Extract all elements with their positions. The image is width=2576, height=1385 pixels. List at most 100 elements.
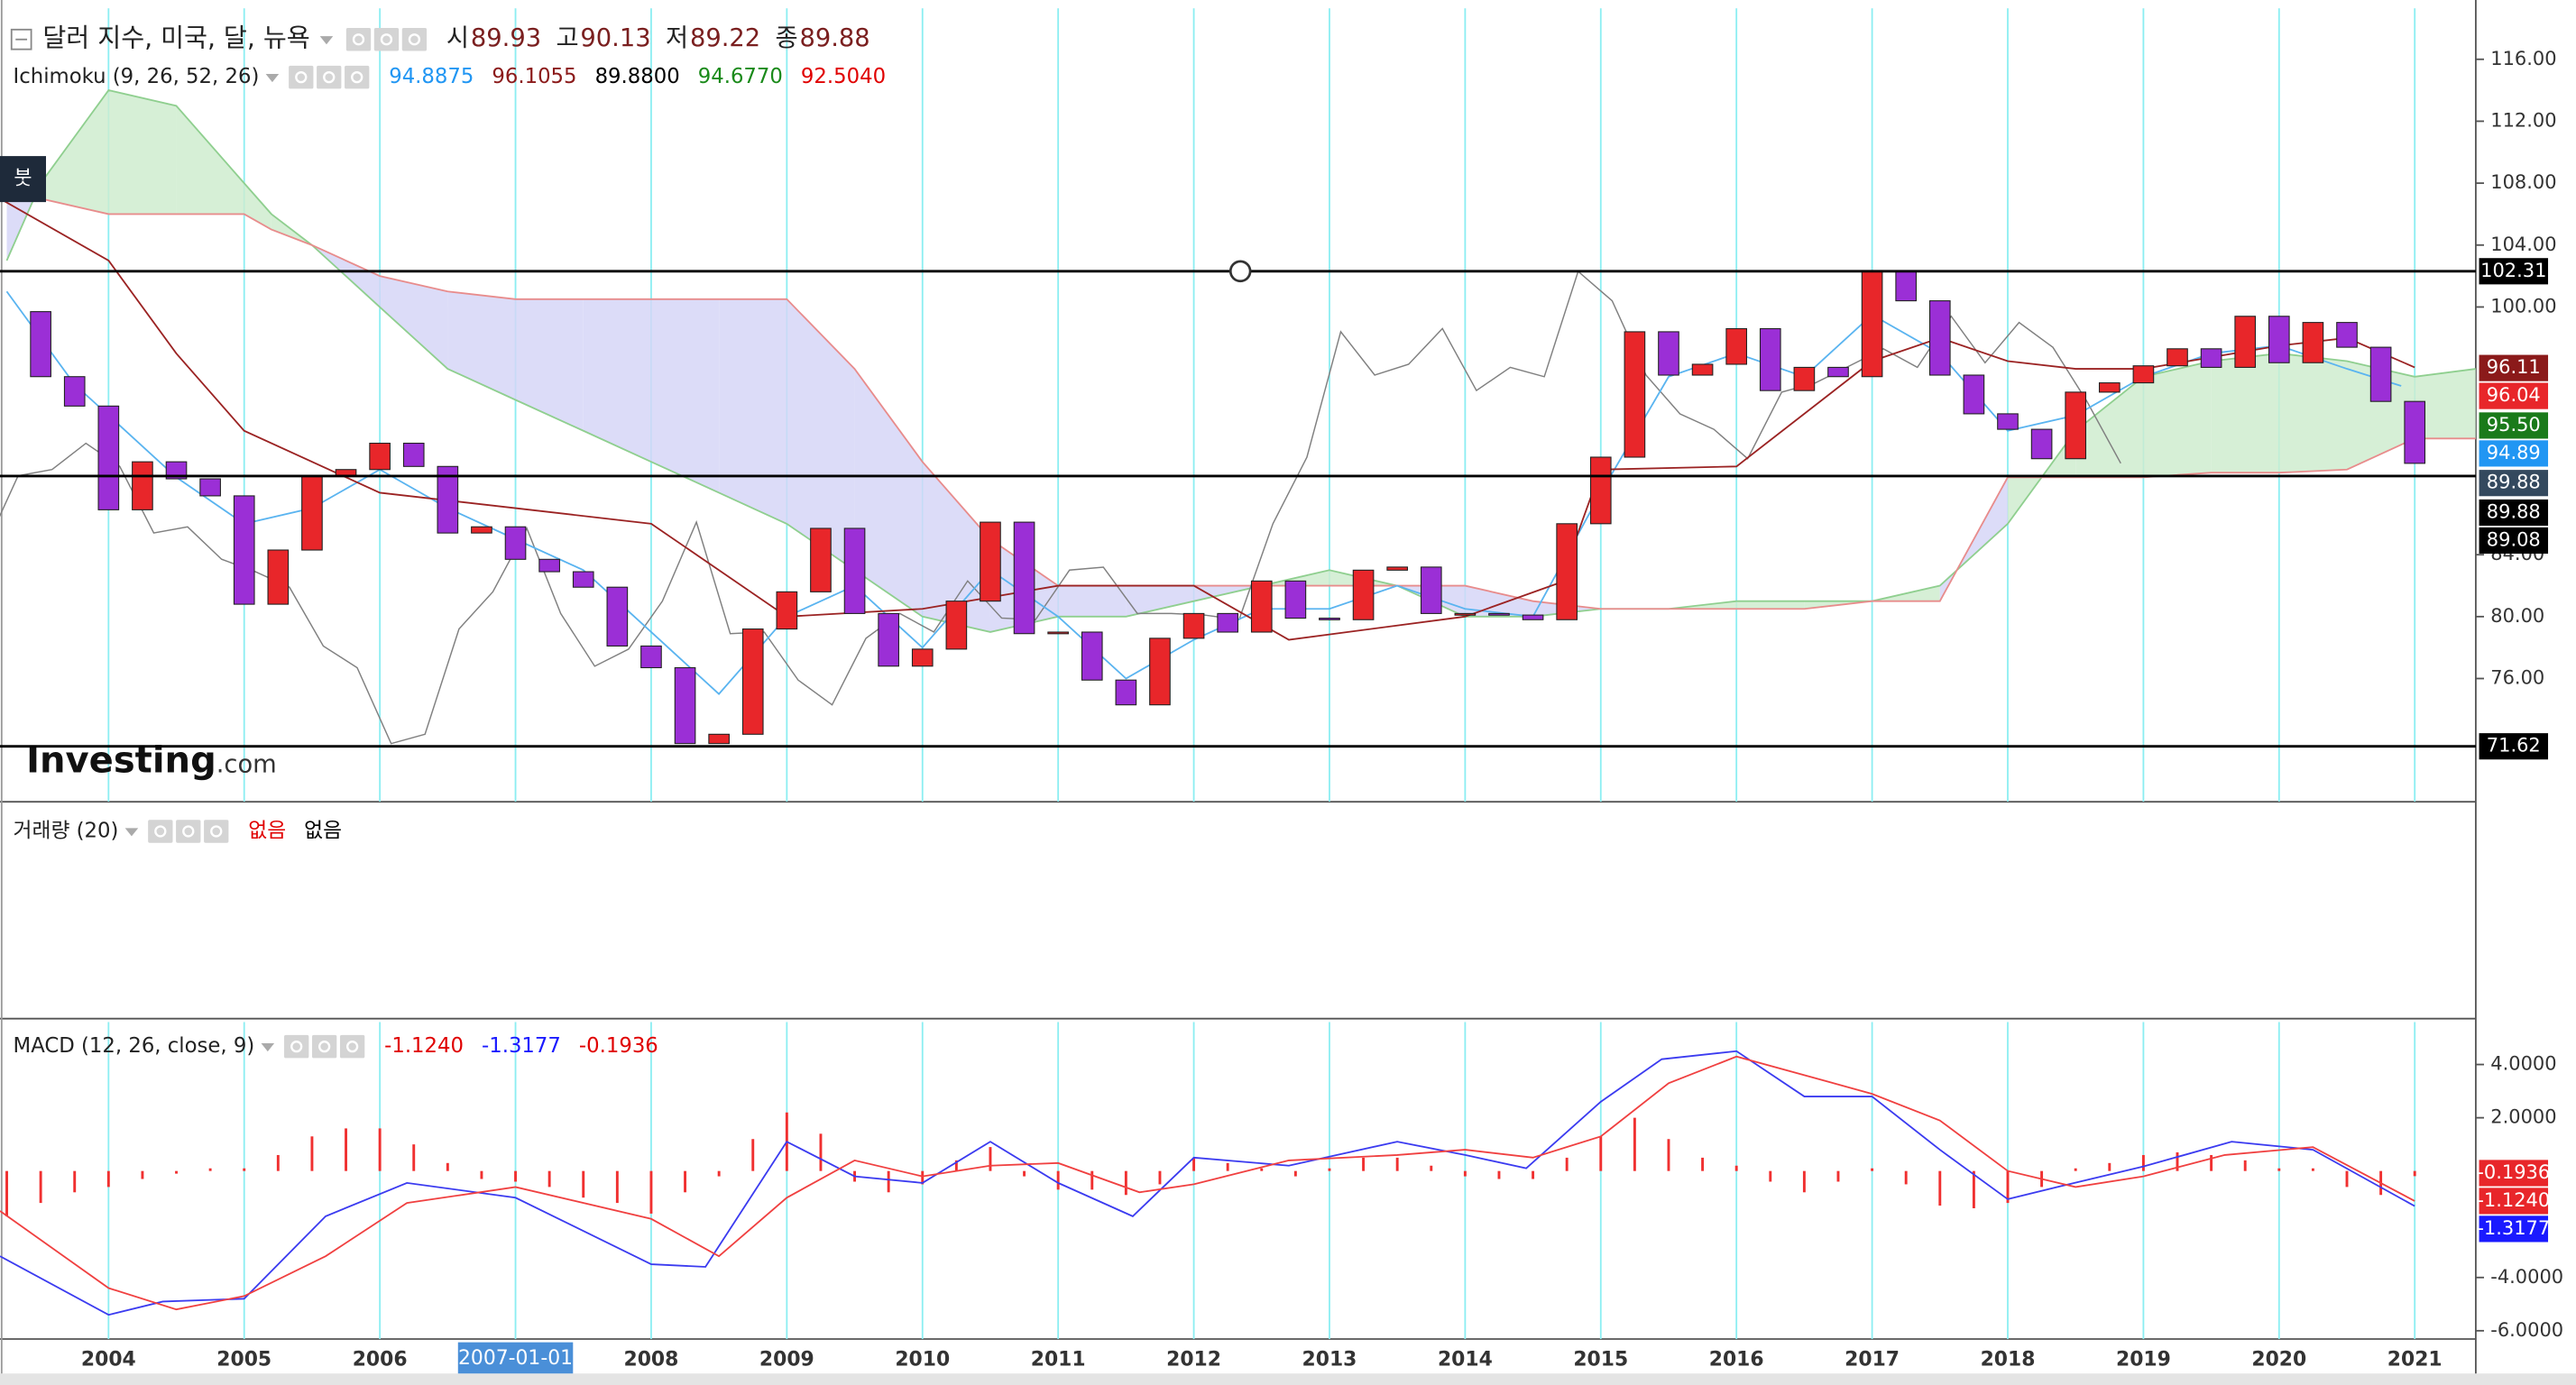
candle [2132, 365, 2155, 384]
ichimoku-line [0, 197, 2415, 641]
dropdown-caret[interactable] [261, 1043, 275, 1052]
legend-icon[interactable] [204, 820, 229, 843]
candle [2336, 322, 2358, 348]
dropdown-caret[interactable] [124, 828, 139, 837]
price-label: 96.11 [2487, 356, 2541, 378]
x-tick-label: 2014 [1438, 1349, 1493, 1371]
candle [776, 591, 798, 630]
candle [1556, 523, 1578, 620]
candle [1793, 366, 1816, 391]
legend-icon[interactable] [345, 27, 372, 51]
legend-icon[interactable] [148, 820, 173, 843]
price-label: 95.50 [2487, 414, 2541, 436]
indicator-name: Ichimoku (9, 26, 52, 26) [14, 65, 260, 88]
price-label: 94.89 [2487, 442, 2541, 463]
collapse-icon[interactable] [10, 28, 32, 50]
candle [437, 465, 459, 534]
legend-icon-mark [352, 33, 365, 46]
quote-label: 종 [776, 24, 798, 52]
tool-badge: 붓 [14, 168, 32, 190]
price-label-bg [2479, 733, 2549, 760]
x-tick-label: 2011 [1031, 1349, 1086, 1371]
cloud-segment [41, 90, 109, 215]
indicator-name: MACD (12, 26, close, 9) [14, 1034, 255, 1058]
candle [2268, 316, 2290, 363]
x-tick-label: 2004 [81, 1349, 136, 1371]
candle [1691, 363, 1714, 376]
legend-icon[interactable] [311, 1034, 337, 1059]
price-label-bg [2479, 258, 2549, 285]
quote-label: 시 [446, 24, 469, 52]
candle [267, 549, 290, 605]
candle [2098, 382, 2121, 393]
candle [1488, 612, 1510, 616]
indicator-value: 89.8800 [595, 65, 680, 88]
candle [1589, 456, 1612, 525]
legend-icon[interactable] [176, 820, 201, 843]
legend-icon[interactable] [339, 1034, 365, 1059]
legend-icon[interactable] [401, 27, 428, 51]
candle [2167, 348, 2188, 367]
cloud-segment [2347, 361, 2415, 470]
cloud-segment [515, 298, 584, 431]
quote-label: 고 [556, 24, 578, 52]
candle [640, 645, 662, 669]
quote-value: 90.13 [580, 24, 650, 52]
legend-icon-mark [210, 825, 223, 838]
legend-icon-mark [408, 33, 421, 46]
price-pane [0, 8, 2476, 803]
cloud-segment [719, 298, 787, 524]
candle [980, 521, 1001, 602]
candle [674, 666, 696, 745]
legend-icon[interactable] [373, 27, 400, 51]
legend-icon-mark [182, 825, 195, 838]
y2-tick-label: -6.0000 [2490, 1319, 2563, 1341]
candle [708, 733, 730, 745]
price-label: -0.1936 [2477, 1161, 2550, 1183]
cloud-segment [176, 105, 244, 215]
cloud-segment [1668, 601, 1737, 610]
dropdown-caret[interactable] [265, 73, 280, 83]
candle [165, 461, 188, 480]
legend-icon[interactable] [284, 1034, 309, 1059]
candle [30, 311, 51, 378]
level-handle[interactable] [1228, 260, 1252, 283]
candle [1352, 569, 1375, 620]
candle [1047, 631, 1069, 635]
legend-icon[interactable] [289, 65, 314, 89]
cloud-segment [583, 298, 651, 463]
macd-line [0, 1050, 2415, 1316]
candle [1928, 300, 1951, 376]
indicator-value: 94.6770 [698, 65, 783, 88]
price-label: 71.62 [2487, 735, 2541, 757]
price-label: 89.88 [2487, 472, 2541, 493]
indicator-value: -1.1240 [384, 1034, 464, 1058]
price-label: -1.3177 [2477, 1217, 2550, 1239]
candle [810, 527, 832, 592]
candle [1725, 327, 1748, 365]
dropdown-caret[interactable] [319, 36, 334, 45]
cloud-segment [2075, 376, 2144, 478]
quote-value: 89.93 [471, 24, 541, 52]
candle [843, 527, 866, 614]
cloud-segment [2211, 353, 2279, 473]
indicator-value: 없음 [248, 819, 286, 842]
watermark-suffix: .com [216, 751, 277, 779]
crosshair-label: 2007-01-01 [458, 1347, 573, 1370]
candle [1827, 366, 1849, 378]
legend-icon[interactable] [345, 65, 370, 89]
indicator-value: 92.5040 [801, 65, 886, 88]
price-label-bg [2479, 1160, 2549, 1187]
candle [1013, 521, 1035, 635]
candle [538, 558, 560, 573]
y-tick-label: 80.00 [2490, 605, 2544, 627]
candle [1319, 618, 1340, 620]
tool-badge-bg[interactable] [0, 156, 46, 203]
bottom-strip [0, 1373, 2576, 1385]
candle [369, 442, 391, 471]
legend-icon-mark [154, 825, 167, 838]
legend-icon[interactable] [317, 65, 342, 89]
